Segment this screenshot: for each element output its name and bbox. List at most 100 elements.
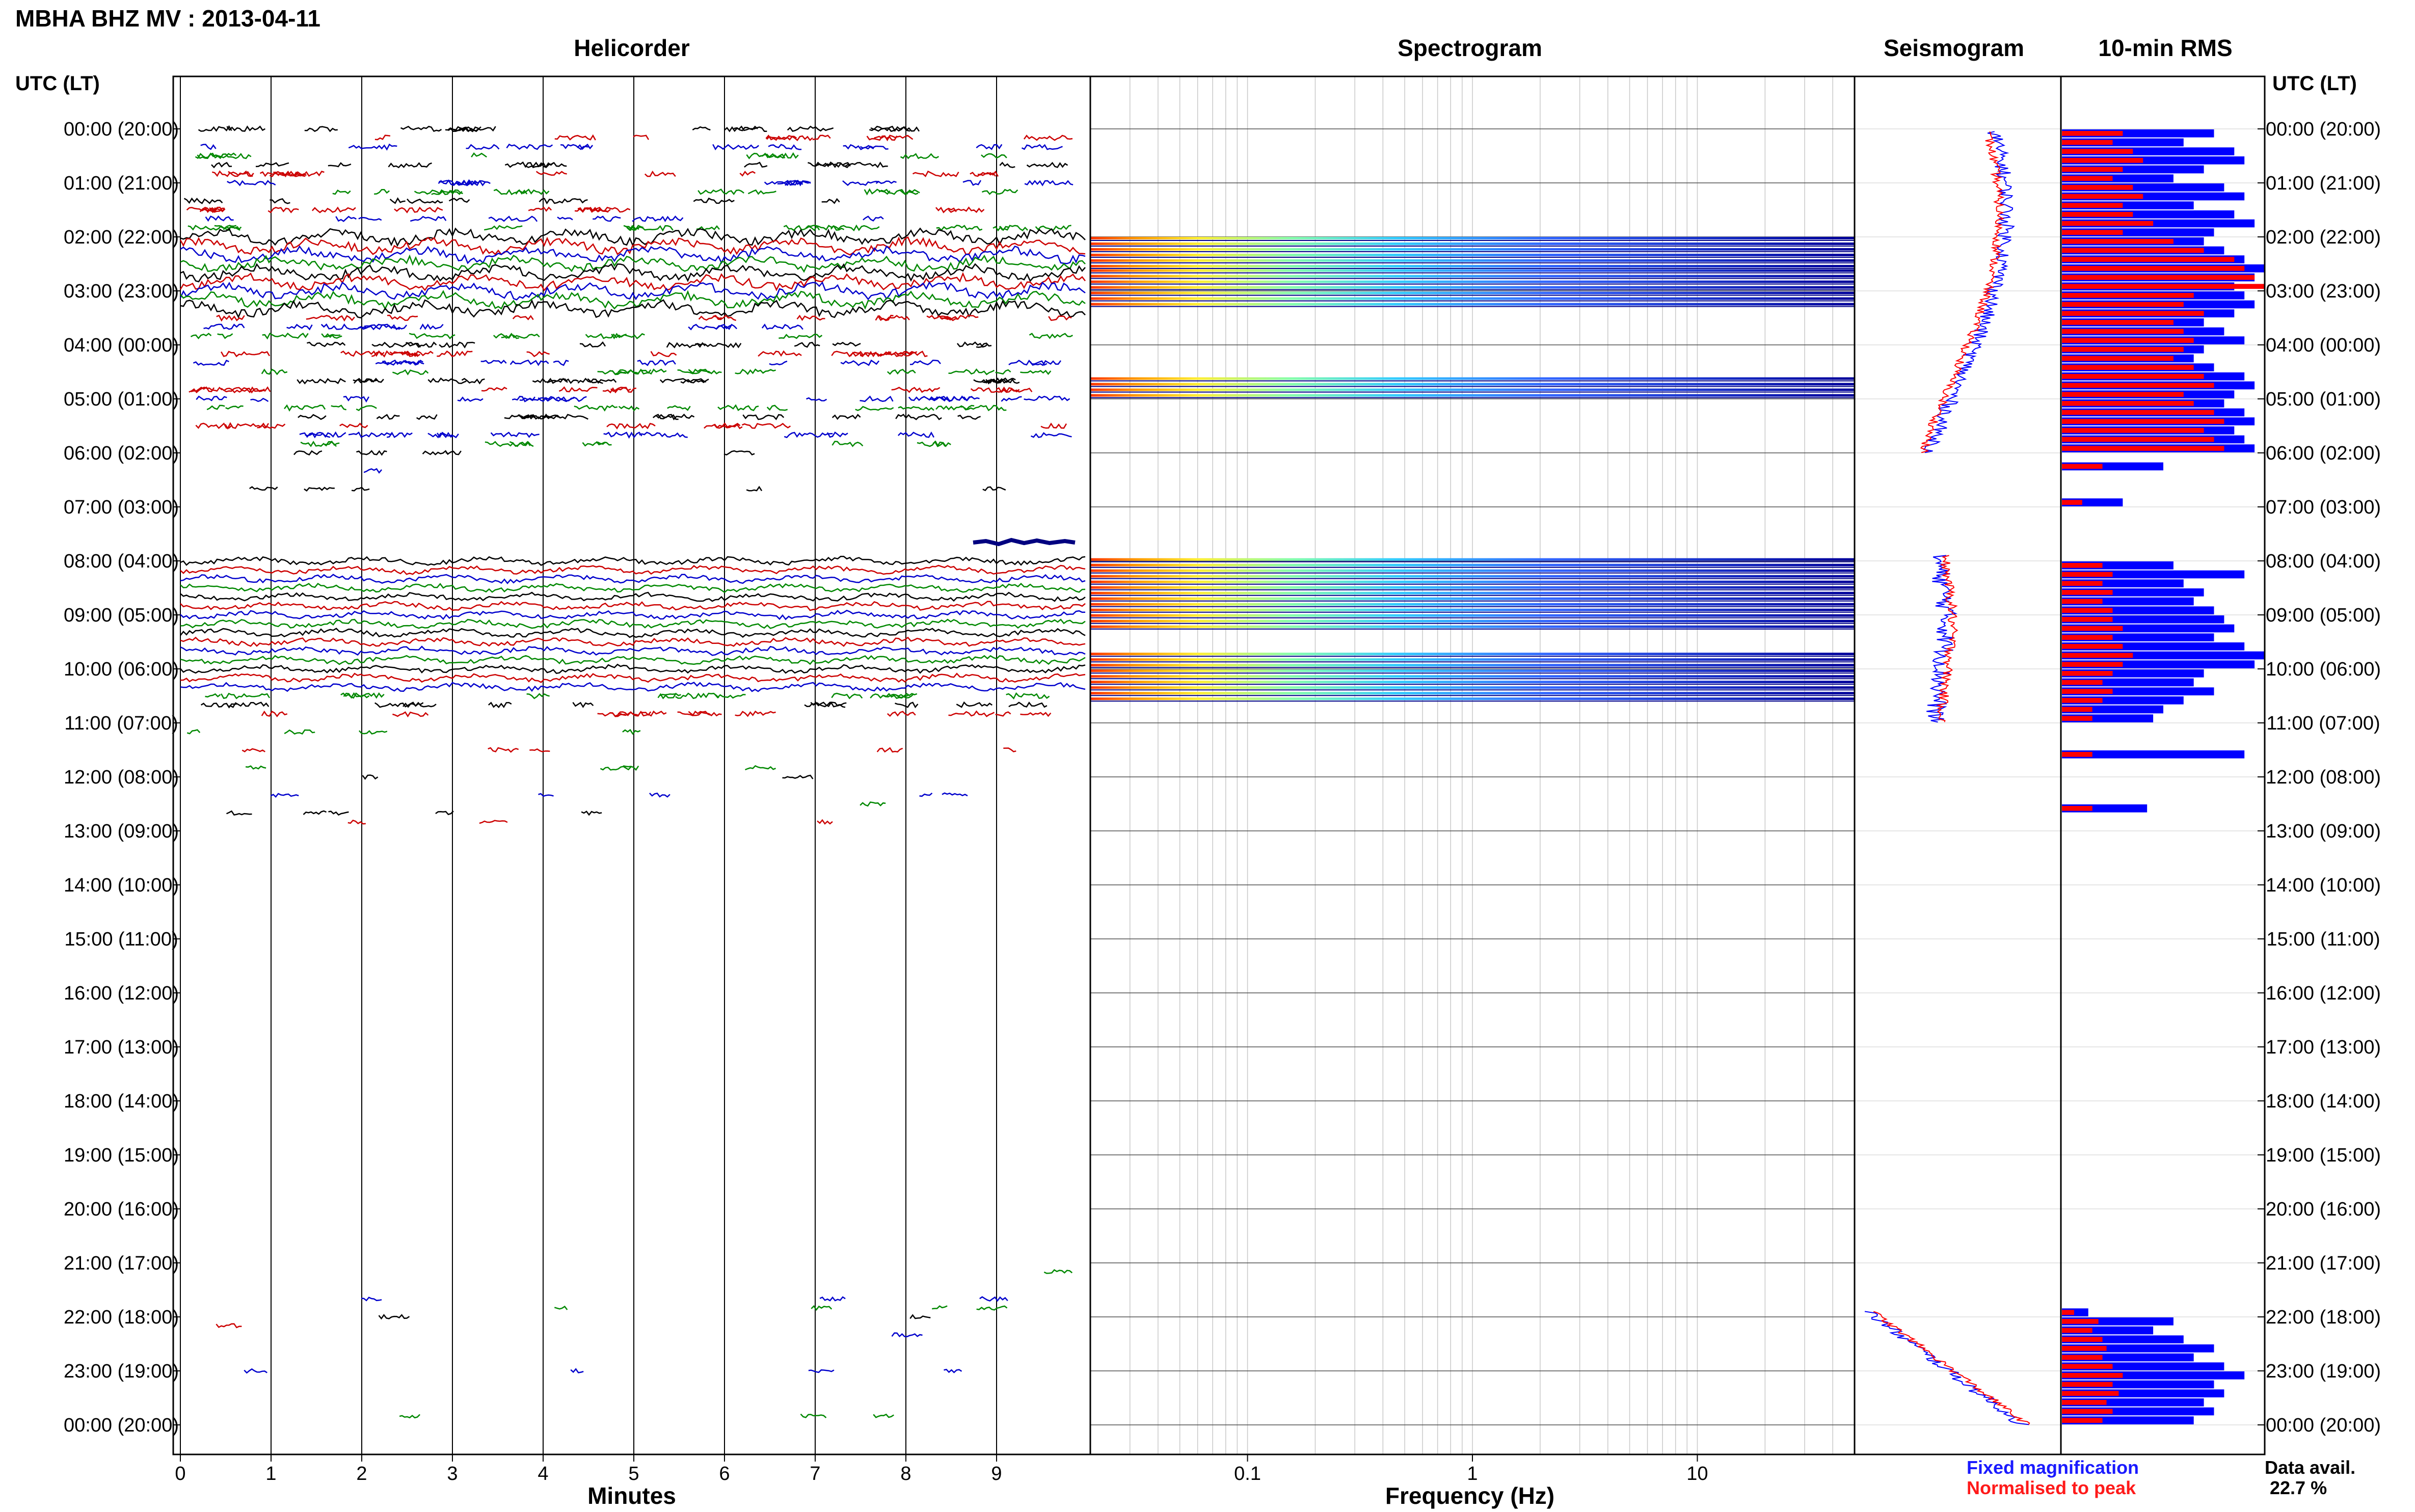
rms-bar-normalised (2062, 131, 2123, 136)
helicorder-trace-segment (1040, 422, 1067, 429)
rms-bar-normalised (2062, 1364, 2113, 1369)
helicorder-trace-segment (593, 215, 621, 222)
helicorder-trace-segment (766, 135, 813, 142)
helicorder-trace-segment (883, 350, 918, 357)
helicorder-trace-segment (618, 710, 667, 717)
panel-title-helicorder: Helicorder (574, 35, 690, 61)
helicorder-trace-segment (216, 314, 245, 322)
helicorder-trace-segment (808, 1369, 835, 1373)
time-row-label-right: 19:00 (15:00) (2266, 1145, 2381, 1166)
helicorder-trace-segment (353, 377, 378, 384)
time-row-label-right: 20:00 (16:00) (2266, 1199, 2381, 1220)
rms-bar-normalised (2062, 248, 2204, 253)
time-row-label-left: 00:00 (20:00) (64, 119, 179, 140)
helicorder-trace-segment (973, 537, 1076, 547)
rms-bar-normalised (2062, 653, 2133, 658)
time-row-label-left: 22:00 (18:00) (64, 1307, 179, 1328)
helicorder-trace-segment (1026, 161, 1068, 168)
helicorder-trace-segment (587, 378, 603, 384)
seismogram-normalised-trace (1920, 131, 2005, 453)
rms-panel (2061, 128, 2265, 1425)
spectrogram-band (1090, 242, 1855, 245)
rms-bar-normalised (2062, 1409, 2113, 1414)
helicorder-trace-segment (937, 315, 958, 321)
helicorder-trace-segment (667, 405, 691, 411)
helicorder-trace (180, 582, 1086, 593)
helicorder-trace-segment (485, 441, 534, 447)
rms-bar-normalised (2062, 356, 2174, 361)
time-row-label-right: 23:00 (19:00) (2266, 1361, 2381, 1382)
helicorder-trace-segment (325, 333, 341, 338)
helicorder-trace-segment (962, 180, 982, 186)
time-row-label-right: 05:00 (01:00) (2266, 389, 2381, 410)
helicorder-trace-segment (190, 333, 212, 339)
helicorder-trace-segment (898, 431, 934, 438)
helicorder-trace-segment (659, 693, 676, 696)
helicorder-trace-segment (324, 440, 340, 446)
helicorder-trace-segment (293, 450, 323, 456)
helicorder-trace-segment (375, 360, 424, 366)
minute-tick-label: 5 (628, 1463, 639, 1484)
helicorder-trace-segment (427, 431, 459, 439)
helicorder-trace-segment (644, 170, 676, 177)
time-row-label-left: 09:00 (05:00) (64, 605, 179, 626)
helicorder-trace (180, 263, 1086, 283)
time-row-label-left: 16:00 (12:00) (64, 983, 179, 1004)
helicorder-trace-segment (211, 161, 232, 169)
minute-tick-label: 1 (265, 1463, 276, 1484)
helicorder-trace-segment (538, 396, 587, 402)
x-axis-ticks: 0 1 2 3 4 5 6 7 8 9 0.1 1 10 (175, 1454, 1708, 1484)
helicorder-trace-segment (1035, 225, 1071, 231)
helicorder-trace-segment (677, 710, 711, 717)
helicorder-trace-segment (935, 404, 975, 411)
helicorder-trace-segment (940, 314, 979, 321)
time-row-label-left: 12:00 (08:00) (64, 767, 179, 788)
rms-bar-normalised (2062, 626, 2123, 631)
helicorder-trace-segment (1001, 396, 1022, 402)
helicorder-trace-segment (214, 225, 240, 231)
helicorder-trace-segment (688, 369, 722, 375)
data-availability-label: Data avail. (2265, 1457, 2355, 1478)
helicorder-trace-segment (447, 126, 479, 132)
helicorder-trace-segment (692, 126, 711, 131)
helicorder-trace-segment (261, 368, 288, 375)
helicorder-trace-segment (227, 180, 276, 186)
helicorder-trace-segment (403, 701, 437, 708)
helicorder-trace-segment (970, 170, 999, 177)
helicorder-trace-segment (572, 701, 594, 708)
helicorder-trace-segment (504, 161, 554, 169)
spectrogram-band (1090, 619, 1855, 623)
helicorder-trace (180, 618, 1086, 629)
helicorder-trace-segment (320, 323, 368, 330)
helicorder-trace-segment (439, 341, 475, 348)
time-row-label-left: 01:00 (21:00) (64, 173, 179, 194)
rms-bar-normalised (2062, 644, 2123, 649)
minute-tick-label: 8 (900, 1463, 911, 1484)
helicorder-trace-segment (948, 710, 995, 717)
helicorder-trace-segment (570, 1368, 584, 1373)
helicorder-trace-segment (300, 441, 337, 447)
minute-tick-label: 0 (175, 1463, 185, 1484)
panel-frame (2060, 75, 2266, 1455)
helicorder-trace (180, 609, 1086, 620)
helicorder-trace-segment (887, 711, 916, 717)
spectrogram-band (1090, 603, 1855, 606)
spectrogram-band (1090, 248, 1855, 251)
seismogram-normalised-trace (1936, 555, 1958, 722)
helicorder-trace-segment (698, 315, 722, 321)
rms-bar-normalised (2062, 239, 2174, 244)
rms-bar-normalised (2062, 374, 2204, 379)
spectrogram-band (1090, 286, 1855, 289)
helicorder-trace-segment (304, 487, 335, 492)
helicorder-trace-segment (339, 422, 368, 428)
helicorder-trace-segment (784, 431, 833, 439)
time-row-label-left: 10:00 (06:00) (64, 659, 179, 680)
helicorder-trace-segment (343, 692, 370, 699)
rms-bar-normalised (2062, 401, 2194, 406)
helicorder-trace-segment (242, 748, 265, 752)
helicorder-trace-segment (196, 395, 227, 401)
helicorder-trace (180, 299, 1086, 319)
rms-bar-normalised (2062, 608, 2113, 613)
helicorder-trace-segment (1006, 692, 1050, 700)
helicorder-trace-segment (488, 215, 538, 222)
